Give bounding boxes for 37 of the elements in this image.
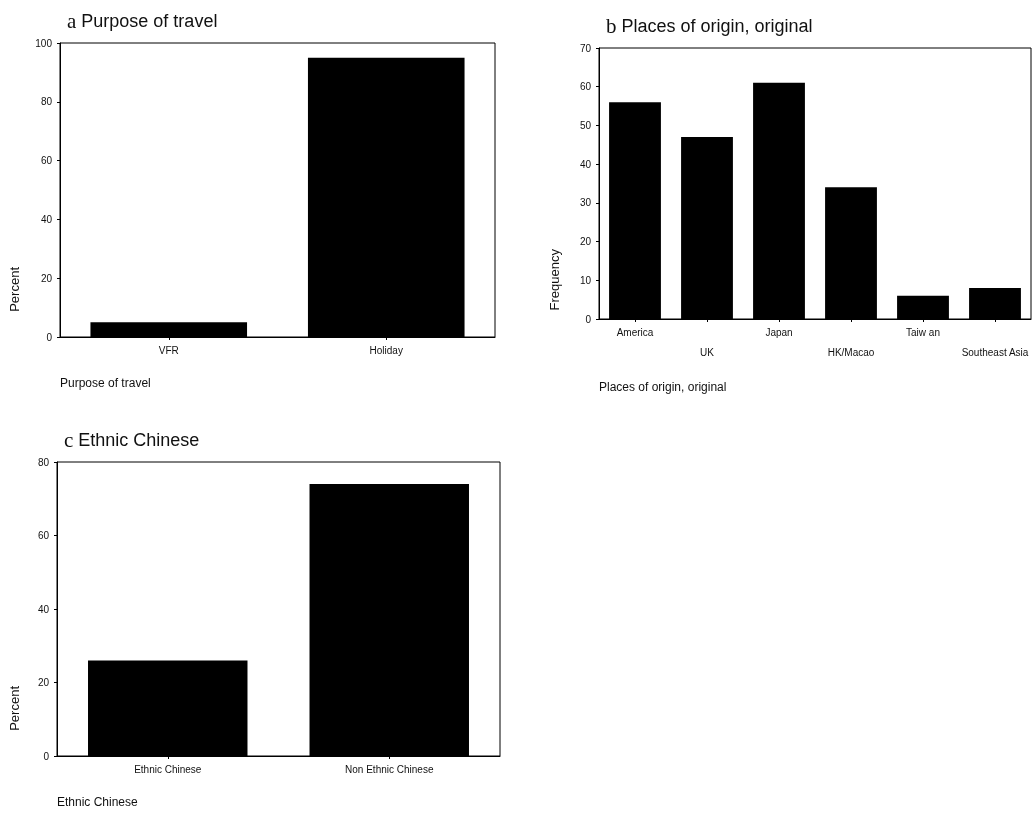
y-tick-label: 20	[579, 236, 592, 248]
y-tick-label: 20	[37, 677, 50, 688]
x-tick-label: Southeast Asia	[961, 346, 1029, 358]
y-tick-label: 20	[40, 272, 53, 284]
y-tick-label: 60	[40, 155, 53, 167]
x-axis-title: Ethnic Chinese	[57, 795, 139, 809]
y-axis-title: Percent	[7, 266, 22, 312]
y-axis-title: Percent	[7, 685, 22, 731]
x-tick-label: Taiw an	[906, 326, 940, 338]
x-axis-title: Places of origin, original	[599, 380, 727, 394]
y-tick-label: 0	[585, 313, 592, 325]
y-tick-label: 60	[37, 530, 50, 541]
x-tick-label: America	[616, 326, 654, 338]
y-tick-label: 0	[46, 331, 53, 343]
y-tick-label: 40	[37, 603, 50, 615]
y-tick-label: 10	[579, 274, 592, 286]
y-tick-label: 100	[35, 37, 53, 49]
x-tick-label: HK/Macao	[827, 346, 875, 358]
y-tick-label: 80	[40, 96, 53, 108]
y-tick-label: 80	[37, 456, 50, 468]
x-axis-title: Purpose of travel	[60, 376, 151, 390]
y-tick-label: 0	[43, 750, 50, 762]
chart-title: a Purpose of travel	[67, 8, 218, 33]
chart-title: c Ethnic Chinese	[64, 427, 200, 452]
y-tick-label: 60	[579, 81, 592, 93]
x-tick-label: VFR	[158, 344, 179, 356]
y-tick-label: 70	[579, 42, 592, 54]
x-tick-label: Holiday	[369, 344, 403, 356]
x-tick-label: UK	[700, 346, 715, 358]
y-tick-label: 40	[579, 158, 592, 170]
chart-title: b Places of origin, original	[606, 13, 813, 38]
y-tick-label: 50	[579, 119, 592, 131]
x-tick-label: Non Ethnic Chinese	[345, 763, 434, 775]
y-tick-label: 40	[40, 213, 53, 225]
y-axis-title: Frequency	[547, 248, 562, 311]
x-tick-label: Japan	[765, 326, 793, 338]
y-tick-label: 30	[579, 197, 592, 209]
